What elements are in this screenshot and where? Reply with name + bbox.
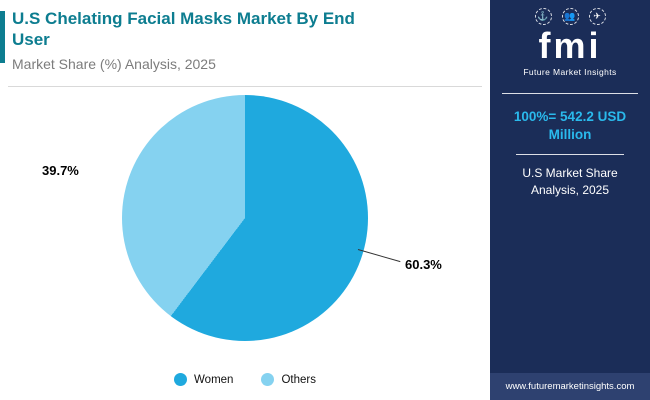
- fmi-logo: ⚓ 👥 ✈ fmi Future Market Insights: [490, 0, 650, 77]
- stat-value: 100%= 542.2 USD Million: [513, 108, 627, 143]
- page-title: U.S Chelating Facial Masks Market By End…: [12, 9, 355, 50]
- people-icon: 👥: [561, 8, 579, 25]
- pie-area: 39.7% 60.3%: [0, 95, 490, 345]
- sidebar: ⚓ 👥 ✈ fmi Future Market Insights 100%= 5…: [490, 0, 650, 400]
- slice-label-women: 60.3%: [405, 257, 442, 272]
- header: U.S Chelating Facial Masks Market By End…: [0, 8, 490, 72]
- title-accent-bar: [0, 11, 5, 63]
- titles: U.S Chelating Facial Masks Market By End…: [0, 8, 490, 72]
- legend-label: Women: [194, 373, 234, 386]
- chart-panel: U.S Chelating Facial Masks Market By End…: [0, 8, 490, 386]
- slice-label-others: 39.7%: [42, 163, 79, 178]
- pie-chart: [122, 95, 368, 341]
- logo-text: fmi: [538, 25, 602, 66]
- plane-icon: ✈: [588, 8, 606, 25]
- legend: Women Others: [0, 373, 490, 386]
- logo-subtext: Future Market Insights: [523, 66, 617, 77]
- header-divider: [8, 86, 482, 87]
- legend-item: Women: [174, 373, 233, 386]
- legend-label: Others: [281, 373, 316, 386]
- legend-swatch: [174, 373, 188, 386]
- sidebar-divider-top: [502, 92, 638, 94]
- legend-swatch: [261, 373, 275, 386]
- page-subtitle: Market Share (%) Analysis, 2025: [12, 55, 216, 72]
- website-link[interactable]: www.futuremarketinsights.com: [490, 373, 650, 400]
- legend-item: Others: [261, 373, 316, 386]
- leader-line: [357, 249, 401, 263]
- stat-label: U.S Market Share Analysis, 2025: [522, 166, 618, 198]
- sidebar-divider-mid: [516, 154, 624, 156]
- anchor-icon: ⚓: [534, 8, 552, 25]
- logo-icons: ⚓ 👥 ✈: [490, 8, 650, 25]
